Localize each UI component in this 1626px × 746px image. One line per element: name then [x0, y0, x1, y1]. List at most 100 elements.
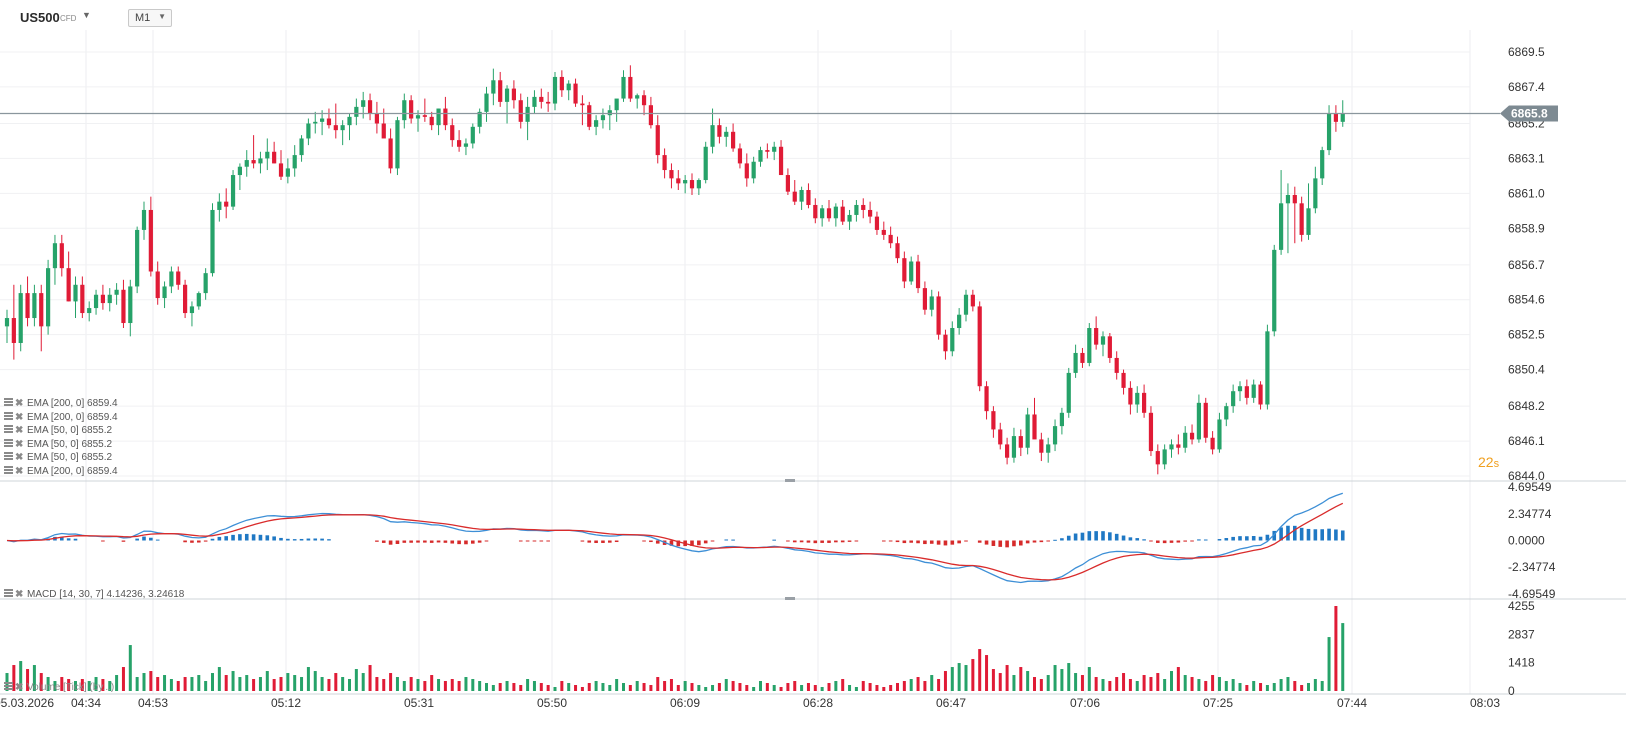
volume-bar	[1224, 681, 1228, 691]
volume-legend[interactable]: ✖ Volume [Tick] (by...)	[4, 681, 114, 694]
volume-bar	[450, 679, 454, 691]
candle-body	[977, 306, 982, 387]
indicator-row[interactable]: ✖ EMA [50, 0] 6855.2	[4, 424, 112, 437]
volume-bar	[669, 679, 673, 691]
macd-histogram-bar	[1121, 535, 1126, 541]
candle-body	[333, 125, 338, 131]
close-icon[interactable]: ✖	[15, 452, 24, 463]
candle-body	[1258, 384, 1263, 405]
close-icon[interactable]: ✖	[15, 465, 24, 477]
candle-body	[457, 140, 462, 147]
volume-bar	[800, 685, 804, 691]
volume-bar	[704, 687, 708, 691]
indicator-row[interactable]: ✖ EMA [200, 0] 6859.4	[4, 411, 118, 424]
volume-bar	[457, 681, 461, 691]
volume-bar	[176, 681, 180, 691]
candle-body	[785, 175, 790, 192]
macd-histogram-bar	[1073, 533, 1078, 541]
volume-bar	[279, 677, 283, 691]
candle-body	[80, 284, 85, 314]
candle-body	[573, 83, 578, 104]
indicator-row[interactable]: ✖ EMA [200, 0] 6859.4	[4, 397, 118, 410]
macd-histogram-bar	[197, 540, 201, 543]
candle-body	[443, 108, 448, 126]
settings-icon[interactable]	[4, 465, 13, 475]
candle-body	[1299, 203, 1304, 235]
candle-body	[963, 294, 969, 315]
settings-icon[interactable]	[4, 452, 13, 461]
candle-body	[1176, 444, 1181, 448]
macd-histogram-bar	[1197, 539, 1201, 541]
close-icon[interactable]: ✖	[15, 425, 24, 436]
candle-body	[1128, 387, 1133, 405]
macd-histogram-bar	[1066, 535, 1071, 541]
settings-icon[interactable]	[4, 438, 13, 448]
symbol-name[interactable]: US500	[20, 10, 60, 25]
candle-body	[477, 111, 482, 127]
macd-histogram-bar	[608, 540, 612, 543]
macd-histogram-bar	[806, 540, 811, 543]
macd-histogram-bar	[279, 537, 283, 541]
timeframe-select[interactable]: M1 ▼	[128, 9, 172, 27]
candle-body	[272, 151, 277, 164]
macd-histogram-bar	[882, 540, 886, 542]
candle-body	[32, 293, 37, 319]
close-icon[interactable]: ✖	[15, 438, 24, 450]
close-icon[interactable]: ✖	[15, 682, 24, 693]
volume-bar	[882, 687, 886, 691]
candle-body	[1320, 150, 1325, 179]
volume-bar	[39, 673, 43, 691]
macd-histogram-bar	[320, 538, 324, 541]
close-icon[interactable]: ✖	[15, 398, 24, 409]
symbol-dropdown-icon[interactable]: ▼	[82, 10, 91, 20]
candle-body	[1196, 402, 1201, 440]
macd-histogram-bar	[231, 534, 235, 541]
candle-body	[1237, 386, 1243, 392]
volume-bar	[402, 681, 406, 691]
volume-bar	[87, 681, 91, 691]
candle-body	[1265, 331, 1270, 405]
settings-icon[interactable]	[4, 425, 13, 434]
volume-bar	[258, 677, 262, 691]
macd-histogram-bar	[655, 540, 660, 544]
candle-body	[532, 96, 537, 107]
volume-bar	[478, 681, 482, 691]
settings-icon[interactable]	[4, 411, 13, 421]
macd-axis-label: 2.34774	[1508, 507, 1552, 521]
macd-histogram-bar	[238, 534, 242, 541]
time-label: 05.03.2026	[0, 696, 54, 710]
volume-bar	[567, 683, 571, 691]
candle-body	[539, 96, 544, 102]
macd-histogram-bar	[244, 533, 249, 541]
indicator-row[interactable]: ✖ EMA [200, 0] 6859.4	[4, 465, 118, 478]
candle-body	[141, 209, 147, 230]
macd-histogram-bar	[292, 539, 297, 541]
settings-icon[interactable]	[4, 589, 13, 598]
macd-histogram-bar	[1183, 540, 1187, 542]
macd-histogram-bar	[1162, 540, 1167, 544]
candle-body	[1272, 249, 1277, 332]
close-icon[interactable]: ✖	[15, 411, 24, 423]
candle-body	[422, 115, 427, 117]
settings-icon[interactable]	[4, 398, 13, 407]
candle-body	[415, 115, 421, 119]
candle-body	[984, 386, 989, 412]
macd-histogram-bar	[183, 540, 187, 543]
macd-histogram-bar	[669, 540, 674, 546]
candle-body	[1011, 436, 1017, 458]
macd-histogram-bar	[1005, 540, 1009, 548]
macd-histogram-bar	[1142, 539, 1146, 541]
candle-body	[340, 125, 345, 131]
volume-bar	[1176, 667, 1180, 691]
indicator-row[interactable]: ✖ EMA [50, 0] 6855.2	[4, 438, 112, 451]
indicator-row[interactable]: ✖ EMA [50, 0] 6855.2	[4, 451, 112, 464]
candle-body	[1059, 412, 1064, 427]
close-icon[interactable]: ✖	[15, 589, 24, 600]
macd-histogram-bar	[1149, 540, 1153, 542]
candle-body	[381, 123, 386, 139]
candle-body	[1183, 432, 1188, 448]
macd-legend[interactable]: ✖ MACD [14, 30, 7] 4.14236, 3.24618	[4, 588, 184, 601]
settings-icon[interactable]	[4, 682, 13, 691]
volume-bar	[211, 673, 214, 691]
